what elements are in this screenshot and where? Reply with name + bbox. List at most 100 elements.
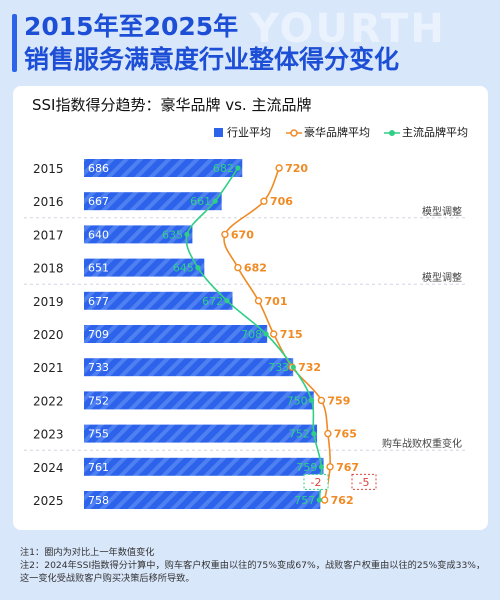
bar-industry-2025: [84, 491, 321, 509]
footnote-2: 注2：2024年SSI指数得分计算中，购车客户权重由以往的75%变成67%，战败…: [20, 560, 486, 584]
year-label-2024: 2024: [33, 461, 64, 475]
annotation-label-0: 模型调整: [422, 205, 462, 218]
point-luxury-2023: [324, 429, 332, 438]
year-label-2018: 2018: [33, 262, 64, 276]
annotation-label-1: 模型调整: [422, 271, 462, 284]
bar-industry-2024: [84, 457, 324, 476]
legend-label-luxury: 豪华品牌平均: [304, 126, 370, 139]
year-label-2025: 2025: [33, 494, 64, 508]
label-mainstream-2019: 672: [202, 295, 223, 308]
point-mainstream-2018: [195, 265, 201, 271]
bar-value-2020: 709: [88, 328, 109, 341]
bar-value-2025: 758: [88, 494, 109, 507]
bar-industry-2020: [84, 325, 268, 343]
year-label-2016: 2016: [33, 195, 64, 209]
year-label-2017: 2017: [33, 228, 64, 242]
point-luxury-2024: [326, 463, 334, 471]
point-luxury-2017: [221, 230, 229, 239]
label-luxury-2024: 767: [336, 461, 359, 474]
title-accent-bar: [12, 14, 17, 72]
label-luxury-2020: 715: [280, 328, 303, 341]
bar-industry-2017: [84, 225, 193, 244]
title-line-1: 2015年至2025年: [24, 12, 239, 41]
legend-item-industry: 行业平均: [214, 124, 271, 140]
point-mainstream-2024: [318, 464, 324, 470]
label-mainstream-2020: 708: [241, 328, 262, 341]
delta-label-mainstream: -2: [311, 476, 322, 489]
point-luxury-2015: [275, 164, 283, 172]
bar-value-2018: 651: [88, 262, 109, 275]
chart-title: SSI指数得分趋势：豪华品牌 vs. 主流品牌: [32, 96, 312, 114]
point-luxury-2019: [254, 297, 263, 305]
label-luxury-2017: 670: [231, 228, 254, 241]
page-title: 2015年至2025年 销售服务满意度行业整体得分变化: [24, 10, 399, 76]
label-mainstream-2017: 635: [162, 228, 183, 241]
bar-industry-2023: [84, 424, 318, 443]
bar-value-2023: 755: [88, 428, 109, 441]
delta-box-luxury: [351, 473, 377, 490]
legend-swatch-industry: [214, 128, 223, 137]
point-mainstream-2017: [184, 231, 190, 237]
year-label-2022: 2022: [33, 394, 64, 408]
point-luxury-2022: [317, 396, 326, 405]
year-label-2019: 2019: [33, 295, 64, 309]
point-luxury-2016: [260, 197, 268, 205]
point-luxury-2020: [270, 330, 278, 338]
bar-value-2021: 733: [88, 361, 109, 374]
year-label-2020: 2020: [33, 328, 64, 342]
label-luxury-2019: 701: [265, 295, 288, 308]
bar-industry-2015: [84, 159, 243, 177]
bar-industry-2021: [84, 358, 294, 377]
label-luxury-2018: 682: [244, 262, 267, 275]
bar-value-2015: 686: [88, 162, 109, 175]
annotation-label-2: 购车战败权重变化: [382, 437, 462, 450]
bar-value-2017: 640: [88, 228, 109, 241]
footnote-1: 注1：圈内为对比上一年数值变化: [20, 547, 155, 558]
label-mainstream-2015: 682: [213, 162, 234, 175]
label-luxury-2023: 765: [334, 428, 357, 441]
label-luxury-2015: 720: [285, 162, 308, 175]
point-luxury-2018: [234, 263, 242, 272]
point-mainstream-2025: [316, 497, 322, 503]
point-luxury-2025: [320, 496, 329, 504]
label-mainstream-2021: 733: [268, 361, 289, 374]
background-watermark: YOURTH: [250, 6, 446, 52]
label-luxury-2022: 759: [327, 394, 350, 407]
legend-label-mainstream: 主流品牌平均: [402, 126, 468, 139]
year-label-2023: 2023: [33, 428, 64, 442]
legend-swatch-luxury: [286, 129, 302, 137]
label-luxury-2025: 762: [331, 494, 354, 507]
bar-industry-2019: [84, 291, 233, 310]
legend-label-industry: 行业平均: [227, 126, 271, 139]
bar-value-2019: 677: [88, 295, 109, 308]
delta-label-luxury: -5: [359, 476, 370, 489]
label-mainstream-2018: 645: [173, 262, 194, 275]
label-mainstream-2024: 759: [296, 461, 317, 474]
label-mainstream-2016: 661: [190, 195, 211, 208]
legend-item-luxury: 豪华品牌平均: [286, 124, 370, 140]
bar-value-2016: 667: [88, 195, 109, 208]
bar-industry-2022: [84, 391, 314, 410]
title-line-2: 销售服务满意度行业整体得分变化: [24, 45, 400, 74]
bar-value-2024: 761: [88, 461, 109, 474]
bar-value-2022: 752: [88, 394, 109, 407]
point-mainstream-2023: [311, 431, 317, 437]
point-mainstream-2016: [212, 198, 218, 204]
year-label-2015: 2015: [33, 162, 64, 176]
point-mainstream-2019: [224, 298, 230, 304]
delta-box-mainstream: [303, 473, 329, 490]
point-mainstream-2021: [290, 364, 296, 370]
point-mainstream-2022: [309, 397, 315, 403]
label-mainstream-2022: 750: [287, 394, 308, 407]
bar-industry-2016: [84, 192, 222, 211]
point-mainstream-2020: [263, 331, 269, 337]
label-luxury-2021: 732: [298, 361, 321, 374]
legend-item-mainstream: 主流品牌平均: [384, 124, 468, 140]
legend-swatch-mainstream: [384, 130, 400, 136]
label-mainstream-2023: 752: [289, 428, 310, 441]
bar-industry-2018: [84, 258, 205, 277]
footnotes: 注1：圈内为对比上一年数值变化 注2：2024年SSI指数得分计算中，购车客户权…: [20, 546, 490, 585]
year-label-2021: 2021: [33, 361, 64, 375]
label-mainstream-2025: 757: [294, 494, 315, 507]
